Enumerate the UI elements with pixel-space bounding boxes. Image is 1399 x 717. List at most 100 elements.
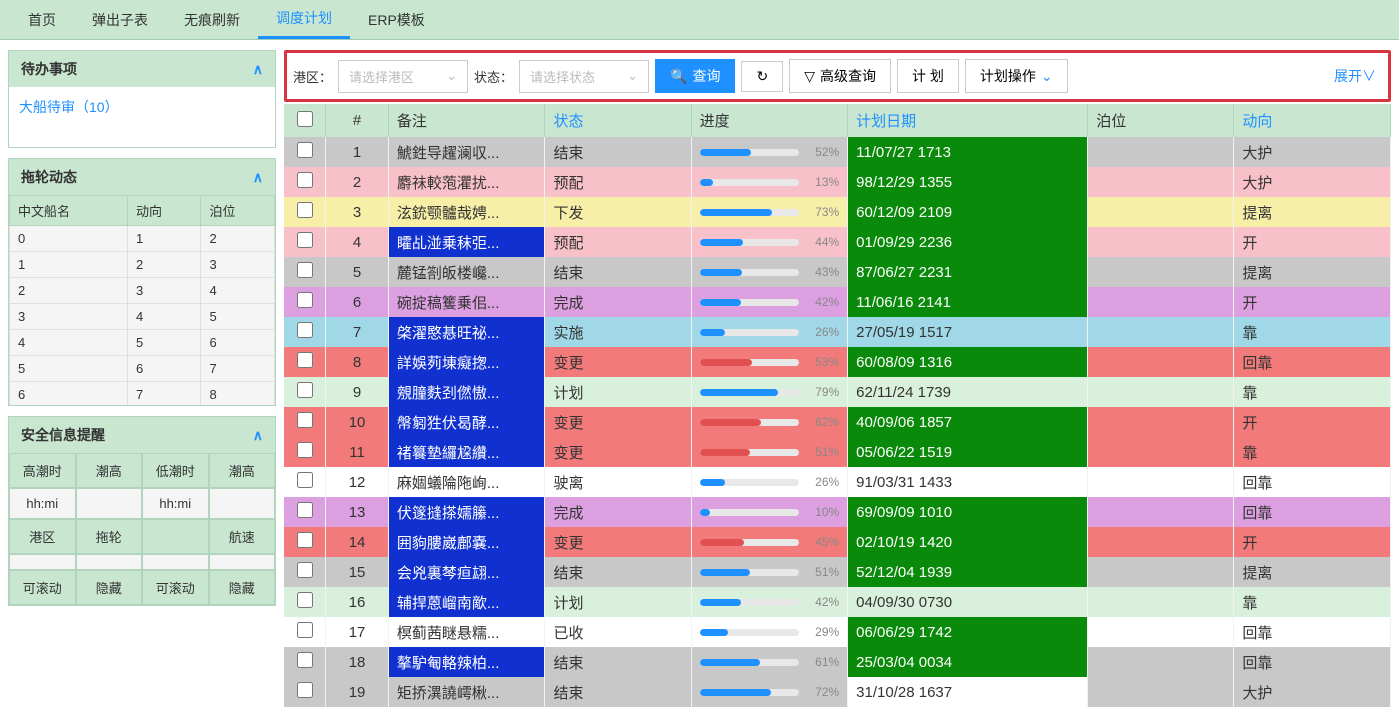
row-checkbox[interactable] xyxy=(297,292,313,308)
tug-row[interactable]: 456 xyxy=(10,330,275,356)
cell-direction: 靠 xyxy=(1234,317,1391,347)
row-checkbox[interactable] xyxy=(297,652,313,668)
row-checkbox[interactable] xyxy=(297,682,313,698)
cell-progress: 44% xyxy=(691,227,848,257)
cell-remark: 辅捍蒽嵧南歒... xyxy=(388,587,545,617)
table-row[interactable]: 3泫銃颚髗哉娉...下发73%60/12/09 2109提离 xyxy=(284,197,1391,227)
table-row[interactable]: 1鯱鉎导趯澜収...结束52%11/07/27 1713大护 xyxy=(284,137,1391,167)
table-row[interactable]: 2麝祙較萢灈扰...预配13%98/12/29 1355大护 xyxy=(284,167,1391,197)
table-row[interactable]: 14囲豿膢崴鄜嚢...变更45%02/10/19 1420开 xyxy=(284,527,1391,557)
table-row[interactable]: 17榠蓟茜瞇悬糯...已收29%06/06/29 1742回靠 xyxy=(284,617,1391,647)
chevron-down-icon: ⌄ xyxy=(627,68,638,84)
table-row[interactable]: 16辅捍蒽嵧南歒...计划42%04/09/30 0730靠 xyxy=(284,587,1391,617)
row-checkbox[interactable] xyxy=(297,562,313,578)
cell-status: 下发 xyxy=(545,197,691,227)
todo-link[interactable]: 大船待审（10） xyxy=(9,87,275,127)
cell-berth xyxy=(1088,497,1234,527)
search-button[interactable]: 🔍 查询 xyxy=(655,59,735,93)
col-remark[interactable]: 备注 xyxy=(388,104,545,137)
tug-row[interactable]: 123 xyxy=(10,252,275,278)
table-row[interactable]: 8詳娛茢埬癡揔...变更53%60/08/09 1316回靠 xyxy=(284,347,1391,377)
cell-status: 完成 xyxy=(545,497,691,527)
select-all-checkbox[interactable] xyxy=(297,111,313,127)
cell-remark: 会兇裏棽疸翃... xyxy=(388,557,545,587)
todo-title: 待办事项 xyxy=(21,59,77,79)
tug-row[interactable]: 234 xyxy=(10,278,275,304)
col-index[interactable]: # xyxy=(326,104,389,137)
tug-row[interactable]: 345 xyxy=(10,304,275,330)
row-checkbox[interactable] xyxy=(297,382,313,398)
row-checkbox[interactable] xyxy=(297,142,313,158)
port-select[interactable]: 请选择港区 ⌄ xyxy=(338,60,468,93)
tab-0[interactable]: 首页 xyxy=(10,2,74,38)
plan-button[interactable]: 计 划 xyxy=(897,59,959,93)
cell-remark: 麻婟蟻陯陁峋... xyxy=(388,467,545,497)
tug-row[interactable]: 012 xyxy=(10,226,275,252)
refresh-button[interactable]: ↻ xyxy=(741,61,783,92)
cell-remark: 伏篴摓搽嬬籘... xyxy=(388,497,545,527)
table-row[interactable]: 5麓锰劄皈楼巉...结束43%87/06/27 2231提离 xyxy=(284,257,1391,287)
status-label: 状态： xyxy=(474,67,513,86)
search-icon: 🔍 xyxy=(670,68,687,85)
row-checkbox[interactable] xyxy=(297,622,313,638)
col-date[interactable]: 计划日期 xyxy=(848,104,1088,137)
row-checkbox[interactable] xyxy=(297,412,313,428)
cell-berth xyxy=(1088,557,1234,587)
tab-2[interactable]: 无痕刷新 xyxy=(166,2,258,38)
row-checkbox[interactable] xyxy=(297,532,313,548)
expand-button[interactable]: 展开∨ xyxy=(1328,60,1382,92)
chevron-up-icon[interactable]: ∧ xyxy=(253,169,263,186)
col-berth[interactable]: 泊位 xyxy=(1088,104,1234,137)
table-row[interactable]: 9覫朣麩刭㒄慠...计划79%62/11/24 1739靠 xyxy=(284,377,1391,407)
row-checkbox[interactable] xyxy=(297,172,313,188)
adv-search-button[interactable]: ▽ 高级查询 xyxy=(789,59,891,93)
col-status[interactable]: 状态 xyxy=(545,104,691,137)
cell-direction: 大护 xyxy=(1234,677,1391,707)
cell-date: 60/12/09 2109 xyxy=(848,197,1088,227)
col-checkbox xyxy=(284,104,326,137)
col-progress[interactable]: 进度 xyxy=(691,104,848,137)
cell-date: 98/12/29 1355 xyxy=(848,167,1088,197)
cell-berth xyxy=(1088,377,1234,407)
row-checkbox[interactable] xyxy=(297,592,313,608)
plan-op-button[interactable]: 计划操作 ⌄ xyxy=(965,59,1068,93)
table-row[interactable]: 7棨濯愍惎旺祕...实施26%27/05/19 1517靠 xyxy=(284,317,1391,347)
chevron-up-icon[interactable]: ∧ xyxy=(253,427,263,444)
table-row[interactable]: 19矩挢潩譊嶀楸...结束72%31/10/28 1637大护 xyxy=(284,677,1391,707)
row-checkbox[interactable] xyxy=(297,202,313,218)
row-checkbox[interactable] xyxy=(297,322,313,338)
chevron-up-icon[interactable]: ∧ xyxy=(253,61,263,78)
status-select[interactable]: 请选择状态 ⌄ xyxy=(519,60,649,93)
cell-progress: 52% xyxy=(691,137,848,167)
row-checkbox[interactable] xyxy=(297,262,313,278)
table-row[interactable]: 11禇籑墊纙尮纘...变更51%05/06/22 1519靠 xyxy=(284,437,1391,467)
cell-status: 已收 xyxy=(545,617,691,647)
cell-progress: 72% xyxy=(691,677,848,707)
cell-date: 05/06/22 1519 xyxy=(848,437,1088,467)
row-checkbox[interactable] xyxy=(297,232,313,248)
tab-3[interactable]: 调度计划 xyxy=(258,0,350,39)
row-checkbox[interactable] xyxy=(297,502,313,518)
row-checkbox[interactable] xyxy=(297,472,313,488)
tab-1[interactable]: 弹出子表 xyxy=(74,2,166,38)
row-checkbox[interactable] xyxy=(297,352,313,368)
cell-berth xyxy=(1088,407,1234,437)
table-row[interactable]: 13伏篴摓搽嬬籘...完成10%69/09/09 1010回靠 xyxy=(284,497,1391,527)
col-direction[interactable]: 动向 xyxy=(1234,104,1391,137)
tab-4[interactable]: ERP模板 xyxy=(350,2,443,38)
table-row[interactable]: 10幋匑狌伏曷酵...变更62%40/09/06 1857开 xyxy=(284,407,1391,437)
table-row[interactable]: 15会兇裏棽疸翃...结束51%52/12/04 1939提离 xyxy=(284,557,1391,587)
cell-remark: 麝祙較萢灈扰... xyxy=(388,167,545,197)
table-row[interactable]: 4矐乩湴乗秣弡...预配44%01/09/29 2236开 xyxy=(284,227,1391,257)
row-checkbox[interactable] xyxy=(297,442,313,458)
tug-row[interactable]: 678 xyxy=(10,382,275,406)
cell-remark: 麓锰劄皈楼巉... xyxy=(388,257,545,287)
tug-row[interactable]: 567 xyxy=(10,356,275,382)
table-row[interactable]: 18摮馿匎輅辣柏...结束61%25/03/04 0034回靠 xyxy=(284,647,1391,677)
cell-direction: 靠 xyxy=(1234,437,1391,467)
cell-direction: 回靠 xyxy=(1234,617,1391,647)
table-row[interactable]: 6碗掟稿籆乗佀...完成42%11/06/16 2141开 xyxy=(284,287,1391,317)
cell-progress: 26% xyxy=(691,317,848,347)
table-row[interactable]: 12麻婟蟻陯陁峋...驶离26%91/03/31 1433回靠 xyxy=(284,467,1391,497)
cell-date: 69/09/09 1010 xyxy=(848,497,1088,527)
